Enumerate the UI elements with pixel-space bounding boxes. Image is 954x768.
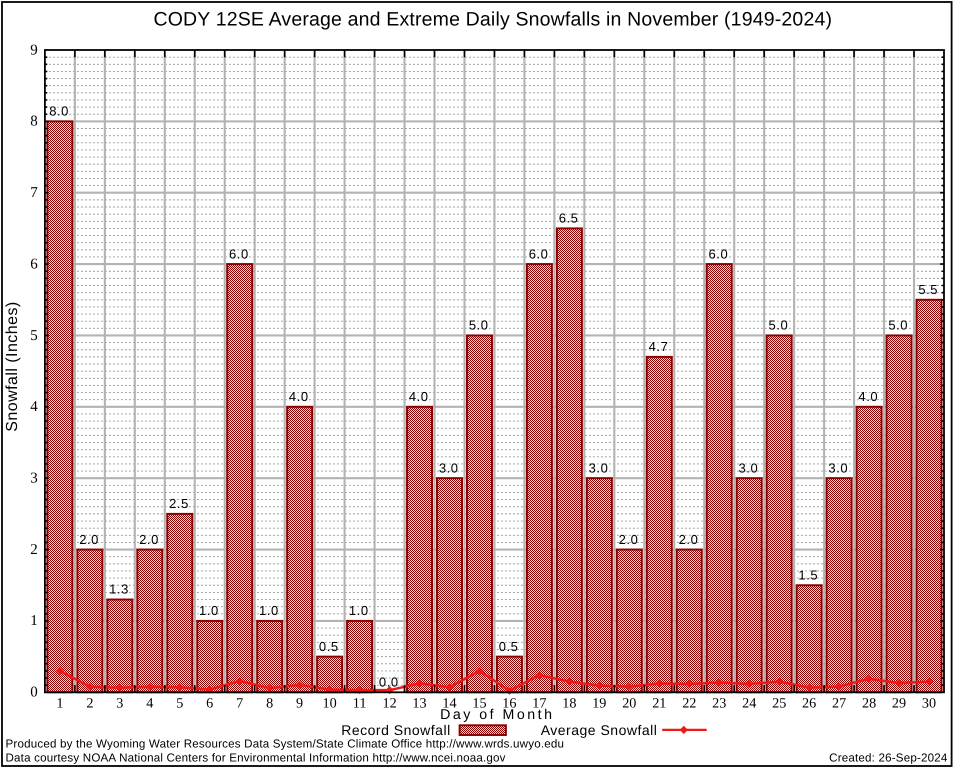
svg-text:1.0: 1.0 (259, 603, 279, 618)
svg-text:5.5: 5.5 (918, 282, 938, 297)
svg-text:4: 4 (146, 695, 153, 711)
svg-text:28: 28 (862, 695, 876, 711)
svg-text:2.0: 2.0 (139, 532, 159, 547)
svg-text:0.5: 0.5 (499, 639, 519, 654)
svg-text:2.0: 2.0 (619, 532, 639, 547)
svg-text:6.5: 6.5 (559, 211, 579, 226)
svg-text:3.0: 3.0 (439, 460, 459, 475)
svg-text:CODY 12SE Average and Extreme: CODY 12SE Average and Extreme Daily Snow… (153, 8, 832, 30)
svg-text:Produced by the Wyoming Water: Produced by the Wyoming Water Resources … (6, 738, 565, 751)
svg-text:4.0: 4.0 (289, 389, 309, 404)
svg-text:2: 2 (86, 695, 93, 711)
svg-text:5: 5 (30, 328, 38, 344)
svg-text:20: 20 (622, 695, 636, 711)
svg-text:9: 9 (30, 42, 38, 58)
svg-text:6: 6 (206, 695, 213, 711)
svg-text:3: 3 (116, 695, 123, 711)
svg-text:8.0: 8.0 (49, 104, 69, 119)
svg-text:27: 27 (832, 695, 846, 711)
svg-text:9: 9 (296, 695, 303, 711)
svg-text:0: 0 (30, 685, 38, 701)
svg-text:Snowfall (Inches): Snowfall (Inches) (4, 301, 21, 431)
svg-text:5.0: 5.0 (888, 318, 908, 333)
svg-text:1: 1 (30, 613, 38, 629)
svg-text:4: 4 (30, 399, 38, 415)
svg-text:Created: 26-Sep-2024: Created: 26-Sep-2024 (829, 751, 948, 764)
svg-text:5: 5 (176, 695, 183, 711)
svg-text:14: 14 (442, 695, 456, 711)
svg-text:29: 29 (892, 695, 906, 711)
svg-text:6.0: 6.0 (229, 246, 249, 261)
svg-text:3.0: 3.0 (739, 460, 759, 475)
svg-text:1.0: 1.0 (349, 603, 369, 618)
svg-text:3.0: 3.0 (589, 460, 609, 475)
svg-text:23: 23 (712, 695, 726, 711)
svg-text:12: 12 (383, 695, 397, 711)
svg-text:24: 24 (742, 695, 756, 711)
svg-text:19: 19 (592, 695, 606, 711)
svg-text:7: 7 (236, 695, 243, 711)
svg-text:13: 13 (412, 695, 426, 711)
svg-text:4.7: 4.7 (649, 339, 669, 354)
svg-text:2.5: 2.5 (169, 496, 189, 511)
svg-text:10: 10 (323, 695, 337, 711)
svg-text:1.5: 1.5 (798, 568, 818, 583)
svg-text:16: 16 (502, 695, 516, 711)
svg-text:25: 25 (772, 695, 786, 711)
svg-text:0.0: 0.0 (379, 675, 399, 690)
svg-text:30: 30 (922, 695, 936, 711)
svg-text:17: 17 (532, 695, 546, 711)
svg-text:Average Snowfall: Average Snowfall (541, 722, 658, 738)
svg-text:3: 3 (30, 471, 38, 487)
svg-text:18: 18 (562, 695, 576, 711)
svg-text:2: 2 (30, 542, 38, 558)
svg-text:2.0: 2.0 (679, 532, 699, 547)
svg-text:6.0: 6.0 (709, 246, 729, 261)
svg-text:4.0: 4.0 (858, 389, 878, 404)
svg-text:0.5: 0.5 (319, 639, 339, 654)
svg-text:4.0: 4.0 (409, 389, 429, 404)
svg-text:3.0: 3.0 (828, 460, 848, 475)
svg-text:21: 21 (652, 695, 666, 711)
svg-text:1.3: 1.3 (109, 582, 129, 597)
svg-text:8: 8 (30, 114, 38, 130)
svg-text:2.0: 2.0 (79, 532, 99, 547)
svg-text:Day of Month: Day of Month (440, 707, 554, 723)
svg-text:7: 7 (30, 185, 38, 201)
svg-text:26: 26 (802, 695, 816, 711)
svg-text:1.0: 1.0 (199, 603, 219, 618)
svg-text:6: 6 (30, 256, 38, 272)
svg-text:22: 22 (682, 695, 696, 711)
svg-text:6.0: 6.0 (529, 246, 549, 261)
svg-text:5.0: 5.0 (769, 318, 789, 333)
svg-text:5.0: 5.0 (469, 318, 489, 333)
svg-text:Record Snowfall: Record Snowfall (341, 722, 450, 738)
svg-text:Data courtesy NOAA National Ce: Data courtesy NOAA National Centers for … (6, 751, 506, 764)
svg-text:8: 8 (266, 695, 273, 711)
svg-text:11: 11 (353, 695, 367, 711)
svg-text:15: 15 (472, 695, 486, 711)
svg-text:1: 1 (56, 695, 63, 711)
